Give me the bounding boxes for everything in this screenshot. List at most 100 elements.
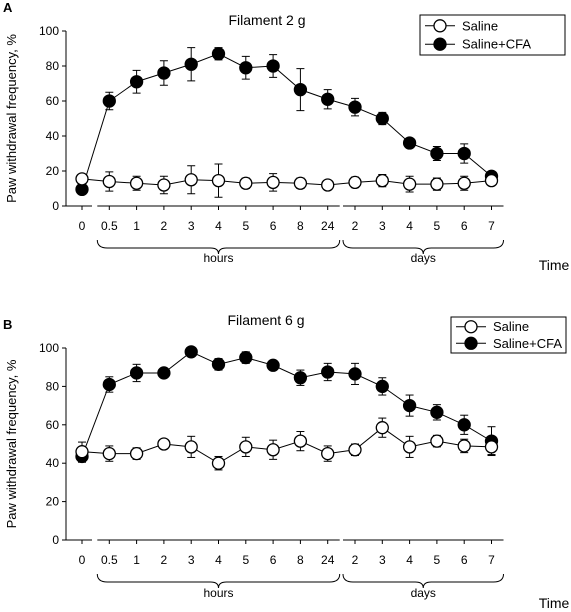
data-point-filled: [102, 377, 116, 392]
x-tick-label: 2: [161, 553, 168, 567]
y-tick-label: 100: [39, 341, 59, 355]
group-bracket: [342, 239, 504, 255]
data-point-open: [184, 173, 198, 187]
chart-title: Filament 2 g: [228, 12, 305, 28]
data-point-filled: [293, 371, 308, 385]
y-tick-label: 60: [46, 94, 60, 108]
x-tick-label: 0: [79, 553, 86, 567]
x-tick-label: 2: [352, 553, 359, 567]
data-point-open: [102, 174, 116, 189]
data-point-filled: [157, 66, 171, 80]
x-tick-label: 6: [270, 219, 277, 233]
y-tick-label: 80: [46, 379, 60, 393]
data-point-filled: [266, 59, 280, 73]
data-point-open: [266, 443, 280, 457]
x-tick-label: 4: [406, 553, 413, 567]
x-tick-label: 6: [270, 553, 277, 567]
legend-label: Saline: [493, 319, 529, 334]
data-point-open: [484, 173, 499, 188]
data-point-open: [239, 440, 253, 454]
y-axis-title: Paw withdrawal frequency, %: [4, 34, 19, 203]
data-point-filled: [211, 357, 226, 371]
x-tick-label: 5: [434, 219, 441, 233]
x-tick-label: 4: [406, 219, 413, 233]
data-point-open: [484, 440, 499, 454]
data-point-filled: [184, 57, 198, 71]
data-point-open: [375, 173, 389, 188]
y-tick-label: 0: [52, 199, 59, 213]
data-point-filled: [375, 379, 389, 394]
x-tick-label: 0.5: [101, 553, 118, 567]
y-tick-label: 20: [46, 495, 60, 509]
data-point-filled: [348, 367, 362, 381]
data-point-filled: [402, 398, 417, 413]
x-tick-label: 24: [321, 219, 335, 233]
data-point-open: [75, 445, 89, 459]
group-label: hours: [203, 586, 233, 600]
data-point-filled: [293, 82, 308, 97]
x-tick-label: 0.5: [101, 219, 118, 233]
data-point-open: [430, 177, 444, 191]
legend-marker-open: [433, 19, 447, 33]
x-tick-label: 4: [215, 219, 222, 233]
data-point-filled: [129, 75, 144, 89]
group-label: days: [411, 586, 436, 600]
legend-marker-open: [464, 320, 478, 334]
data-point-open: [430, 434, 444, 448]
x-tick-label: 2: [352, 219, 359, 233]
x-tick-label: 6: [461, 553, 468, 567]
data-point-filled: [321, 365, 335, 379]
x-tick-label: 1: [133, 553, 140, 567]
data-point-filled: [457, 418, 471, 432]
y-tick-label: 40: [46, 129, 60, 143]
data-point-open: [402, 440, 417, 454]
x-tick-label: 0: [79, 219, 86, 233]
data-point-filled: [211, 47, 226, 61]
data-point-filled: [239, 350, 253, 365]
data-point-filled: [430, 405, 444, 419]
data-point-open: [293, 176, 308, 190]
group-bracket: [342, 573, 504, 589]
y-tick-label: 80: [46, 59, 60, 73]
x-tick-label: 3: [188, 553, 195, 567]
data-point-open: [457, 439, 471, 453]
y-axis-title: Paw withdrawal frequency, %: [4, 359, 19, 528]
data-point-open: [348, 175, 362, 190]
x-tick-label: 24: [321, 553, 335, 567]
data-point-open: [402, 177, 417, 191]
chart-title: Filament 6 g: [227, 312, 304, 328]
y-tick-label: 60: [46, 418, 60, 432]
x-tick-label: 3: [379, 553, 386, 567]
x-tick-label: 5: [242, 553, 249, 567]
y-tick-label: 0: [52, 533, 59, 547]
data-point-open: [457, 176, 471, 190]
data-point-open: [321, 446, 335, 461]
x-tick-label: 7: [488, 219, 495, 233]
data-point-open: [75, 172, 89, 186]
series-line: [81, 178, 492, 186]
group-bracket: [96, 573, 341, 589]
data-point-filled: [239, 61, 253, 75]
legend-label: Saline+CFA: [493, 336, 562, 351]
data-point-open: [211, 173, 226, 188]
x-tick-label: 1: [133, 219, 140, 233]
panel-label: B: [3, 317, 12, 332]
series-line: [81, 53, 492, 190]
y-tick-label: 20: [46, 164, 60, 178]
data-point-open: [266, 175, 280, 190]
data-point-open: [348, 443, 362, 457]
data-point-open: [375, 421, 389, 435]
group-label: hours: [203, 251, 233, 265]
series-line: [81, 427, 492, 464]
series-line: [81, 351, 492, 457]
x-tick-label: 7: [488, 553, 495, 567]
x-tick-label: 4: [215, 553, 222, 567]
x-tick-label: 5: [242, 219, 249, 233]
legend-label: Saline+CFA: [462, 37, 531, 52]
x-tick-label: 3: [379, 219, 386, 233]
data-point-filled: [430, 146, 444, 161]
y-tick-label: 100: [39, 24, 59, 38]
data-point-filled: [266, 358, 280, 372]
data-point-filled: [157, 366, 171, 380]
